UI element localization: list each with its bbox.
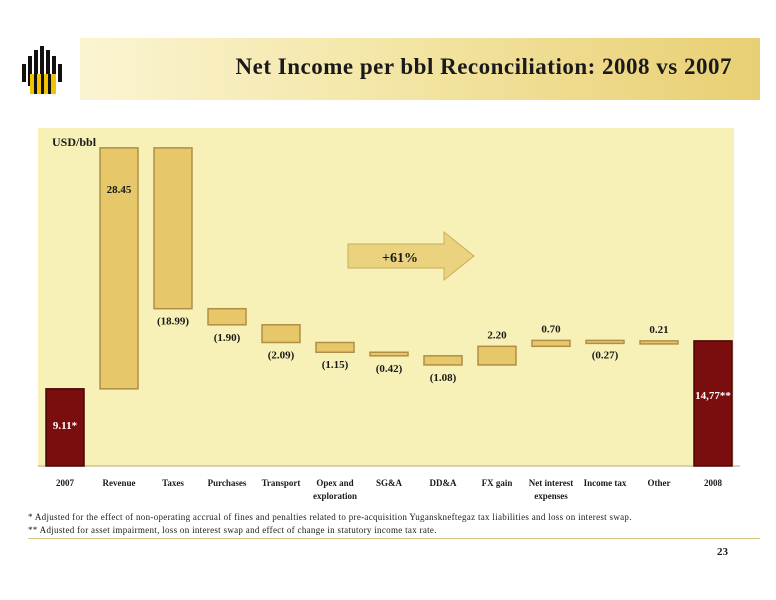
title-band: Net Income per bbl Reconciliation: 2008 … [80, 38, 760, 100]
bar-sg-a [369, 351, 409, 357]
bar-2007 [45, 388, 85, 467]
x-tick-label: Net interest [529, 478, 574, 488]
bar-fx-gain [477, 345, 517, 366]
data-label: (18.99) [157, 316, 189, 328]
growth-annotation: +61% [382, 251, 418, 266]
x-tick-label: DD&A [430, 478, 457, 488]
data-label: (1.90) [214, 332, 241, 344]
y-axis-unit-label: USD/bbl [52, 135, 97, 149]
x-tick-label: Income tax [584, 478, 627, 488]
x-tick-label: Opex and [316, 478, 353, 488]
page-title: Net Income per bbl Reconciliation: 2008 … [235, 54, 732, 79]
data-label: (1.08) [430, 372, 457, 384]
bar-transport [261, 324, 301, 344]
x-tick-label: SG&A [376, 478, 403, 488]
x-tick-label: FX gain [482, 478, 513, 488]
bar-dd-a [423, 355, 463, 366]
data-label: (0.42) [376, 363, 403, 375]
bar-purchases [207, 307, 247, 326]
data-label: (0.27) [592, 350, 619, 362]
bar-other [639, 340, 679, 345]
data-label: 0.70 [541, 323, 561, 335]
x-tick-label: 2007 [56, 478, 75, 488]
footnote-2: ** Adjusted for asset impairment, loss o… [28, 525, 437, 535]
footnote-1: * Adjusted for the effect of non-operati… [28, 512, 632, 522]
footer-divider [28, 538, 760, 539]
bar-taxes [153, 147, 193, 310]
data-label: 14,77** [695, 390, 731, 402]
bar-income-tax [585, 339, 625, 345]
x-tick-label: Taxes [162, 478, 184, 488]
x-tick-label: Other [648, 478, 671, 488]
data-label: 9.11* [53, 420, 78, 432]
x-tick-label: 2008 [704, 478, 723, 488]
data-label: 2.20 [487, 329, 507, 341]
bar-revenue [99, 147, 139, 390]
data-label: 0.21 [649, 324, 668, 336]
bar-net-interest-expenses [531, 339, 571, 348]
data-label: 28.45 [107, 184, 132, 196]
data-label: (2.09) [268, 350, 295, 362]
x-tick-label: exploration [313, 491, 357, 501]
x-tick-label: Revenue [103, 478, 136, 488]
growth-arrow [347, 230, 475, 282]
company-logo [12, 38, 74, 100]
x-tick-label: Transport [262, 478, 301, 488]
x-tick-label: Purchases [208, 478, 247, 488]
data-label: (1.15) [322, 359, 349, 371]
page-number: 23 [717, 546, 728, 558]
x-tick-label: expenses [534, 491, 568, 501]
bar-2008 [693, 340, 733, 467]
bar-opex-and-exploration [315, 341, 355, 353]
